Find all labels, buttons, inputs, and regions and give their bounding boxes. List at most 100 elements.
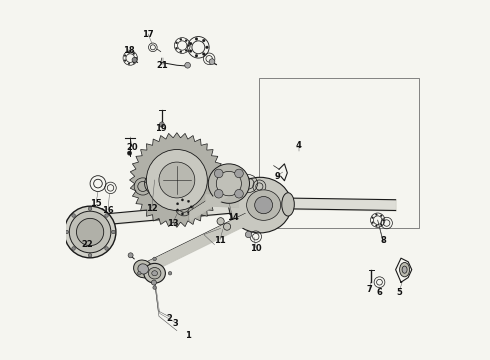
Ellipse shape [255, 197, 272, 214]
Text: 19: 19 [155, 123, 167, 132]
Circle shape [215, 189, 223, 198]
Ellipse shape [134, 260, 153, 278]
Ellipse shape [152, 271, 157, 276]
Circle shape [105, 247, 108, 250]
Circle shape [223, 223, 231, 230]
Circle shape [206, 46, 208, 49]
Circle shape [375, 225, 377, 227]
Circle shape [159, 122, 164, 127]
Text: 3: 3 [172, 319, 178, 328]
Circle shape [215, 169, 223, 178]
Circle shape [185, 49, 187, 51]
Circle shape [105, 214, 108, 217]
Circle shape [380, 224, 382, 226]
Circle shape [133, 53, 135, 54]
Ellipse shape [246, 190, 281, 220]
Ellipse shape [98, 213, 105, 226]
Text: 17: 17 [143, 30, 154, 39]
Circle shape [242, 176, 256, 191]
Circle shape [72, 214, 75, 217]
Circle shape [195, 54, 198, 57]
Ellipse shape [96, 209, 107, 230]
Circle shape [371, 217, 373, 219]
Ellipse shape [138, 264, 148, 274]
Circle shape [133, 62, 135, 63]
Text: 18: 18 [122, 46, 134, 55]
Circle shape [112, 230, 115, 234]
Text: 11: 11 [214, 237, 226, 246]
Text: 16: 16 [102, 206, 114, 215]
Circle shape [88, 207, 92, 211]
Circle shape [128, 253, 133, 258]
Circle shape [202, 39, 205, 42]
Circle shape [181, 199, 184, 201]
Circle shape [188, 45, 190, 46]
Circle shape [76, 219, 104, 246]
Text: 13: 13 [168, 219, 179, 228]
Text: 12: 12 [146, 204, 158, 213]
Ellipse shape [229, 177, 292, 233]
Text: 20: 20 [126, 143, 138, 152]
Circle shape [128, 51, 130, 53]
Circle shape [153, 286, 156, 289]
Circle shape [217, 218, 224, 225]
Circle shape [159, 162, 195, 198]
Circle shape [128, 63, 130, 64]
Circle shape [136, 180, 149, 193]
Circle shape [124, 55, 126, 57]
Circle shape [175, 42, 177, 44]
Circle shape [127, 151, 132, 155]
Circle shape [180, 51, 182, 53]
Text: 7: 7 [367, 285, 373, 294]
Text: 14: 14 [226, 213, 238, 222]
Circle shape [176, 203, 179, 205]
Circle shape [69, 211, 111, 253]
Bar [259, 78, 419, 228]
Circle shape [176, 209, 179, 211]
Circle shape [153, 257, 156, 261]
Text: 5: 5 [396, 288, 402, 297]
Ellipse shape [148, 267, 161, 279]
Circle shape [124, 60, 126, 62]
Circle shape [185, 40, 187, 42]
Text: 8: 8 [380, 237, 386, 246]
Circle shape [383, 219, 384, 221]
Circle shape [151, 280, 156, 285]
Circle shape [137, 271, 141, 275]
Circle shape [132, 57, 137, 62]
Circle shape [187, 200, 190, 202]
Text: 1: 1 [185, 332, 191, 341]
Circle shape [147, 149, 207, 211]
Circle shape [181, 213, 184, 215]
Circle shape [64, 206, 116, 258]
Circle shape [147, 175, 164, 192]
Circle shape [245, 231, 252, 238]
Circle shape [235, 189, 244, 198]
Circle shape [180, 39, 182, 40]
Text: 9: 9 [274, 172, 280, 181]
Circle shape [189, 50, 192, 53]
Ellipse shape [402, 266, 407, 273]
Circle shape [189, 42, 192, 45]
Circle shape [65, 230, 69, 234]
Circle shape [175, 47, 177, 49]
Circle shape [168, 271, 172, 275]
Ellipse shape [208, 164, 249, 203]
Ellipse shape [282, 193, 294, 216]
Text: 2: 2 [167, 314, 172, 323]
Circle shape [185, 62, 191, 68]
Circle shape [195, 37, 198, 40]
Circle shape [202, 53, 205, 55]
Circle shape [72, 247, 75, 250]
Ellipse shape [216, 171, 242, 196]
Circle shape [88, 253, 92, 257]
Circle shape [190, 206, 193, 208]
Text: 4: 4 [296, 141, 302, 150]
Ellipse shape [399, 262, 410, 277]
Text: 22: 22 [81, 240, 93, 249]
Text: 21: 21 [157, 61, 169, 70]
Text: 10: 10 [250, 244, 262, 253]
Circle shape [375, 213, 377, 216]
Ellipse shape [144, 264, 166, 283]
Text: 15: 15 [90, 199, 102, 208]
